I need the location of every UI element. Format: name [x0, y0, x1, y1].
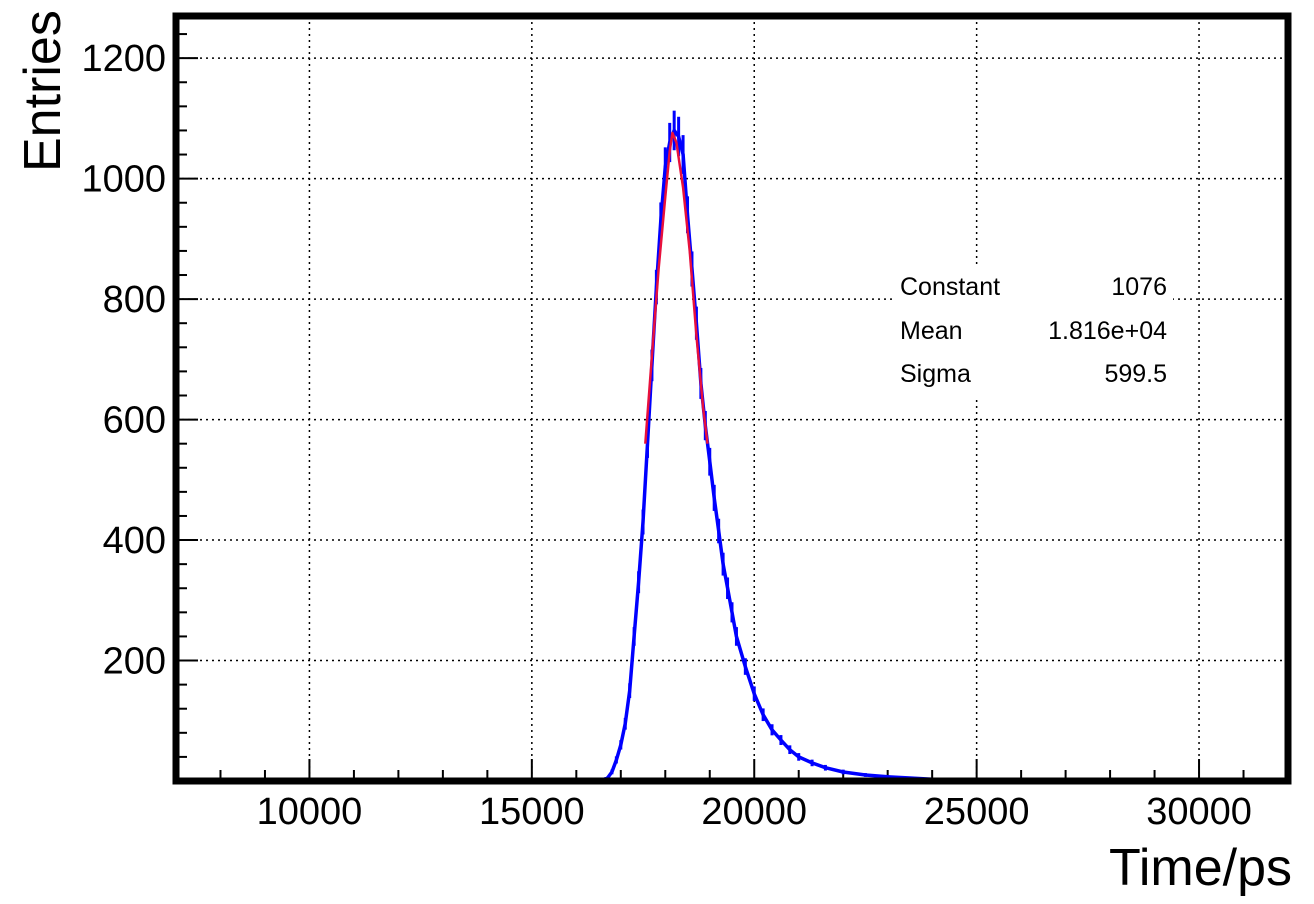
y-axis-title: Entries [14, 10, 72, 172]
y-tick-label: 400 [103, 520, 166, 562]
x-tick-label: 15000 [479, 791, 585, 833]
stat-value-constant: 1076 [1111, 273, 1167, 301]
grid [176, 16, 1288, 781]
histogram-line [242, 128, 1199, 783]
x-axis-title: Time/ps [1109, 839, 1292, 897]
stats-box: Constant 1076 Mean 1.816e+04 Sigma 599.5 [895, 268, 1173, 396]
plot-frame [172, 12, 1292, 785]
x-tick-label: 20000 [701, 791, 807, 833]
y-tick-label: 200 [103, 641, 166, 683]
stat-value-sigma: 599.5 [1104, 360, 1167, 388]
stat-label-constant: Constant [900, 273, 1000, 301]
x-tick-label: 10000 [257, 791, 363, 833]
y-tick-label: 800 [103, 279, 166, 321]
axis-ticks [176, 33, 1245, 781]
x-tick-label: 25000 [924, 791, 1030, 833]
x-tick-label: 30000 [1146, 791, 1252, 833]
fit-curve [644, 131, 709, 444]
tick-labels: 10000 15000 20000 25000 30000 200 400 600 800 100… [81, 38, 1251, 833]
stat-label-mean: Mean [900, 317, 963, 345]
stat-value-mean: 1.816e+04 [1048, 317, 1167, 345]
y-tick-label: 1000 [81, 159, 166, 201]
stat-label-sigma: Sigma [900, 360, 971, 388]
stats-box-background [895, 268, 1173, 396]
y-tick-label: 1200 [81, 38, 166, 80]
y-tick-label: 600 [103, 400, 166, 442]
series-layer [242, 110, 1199, 783]
